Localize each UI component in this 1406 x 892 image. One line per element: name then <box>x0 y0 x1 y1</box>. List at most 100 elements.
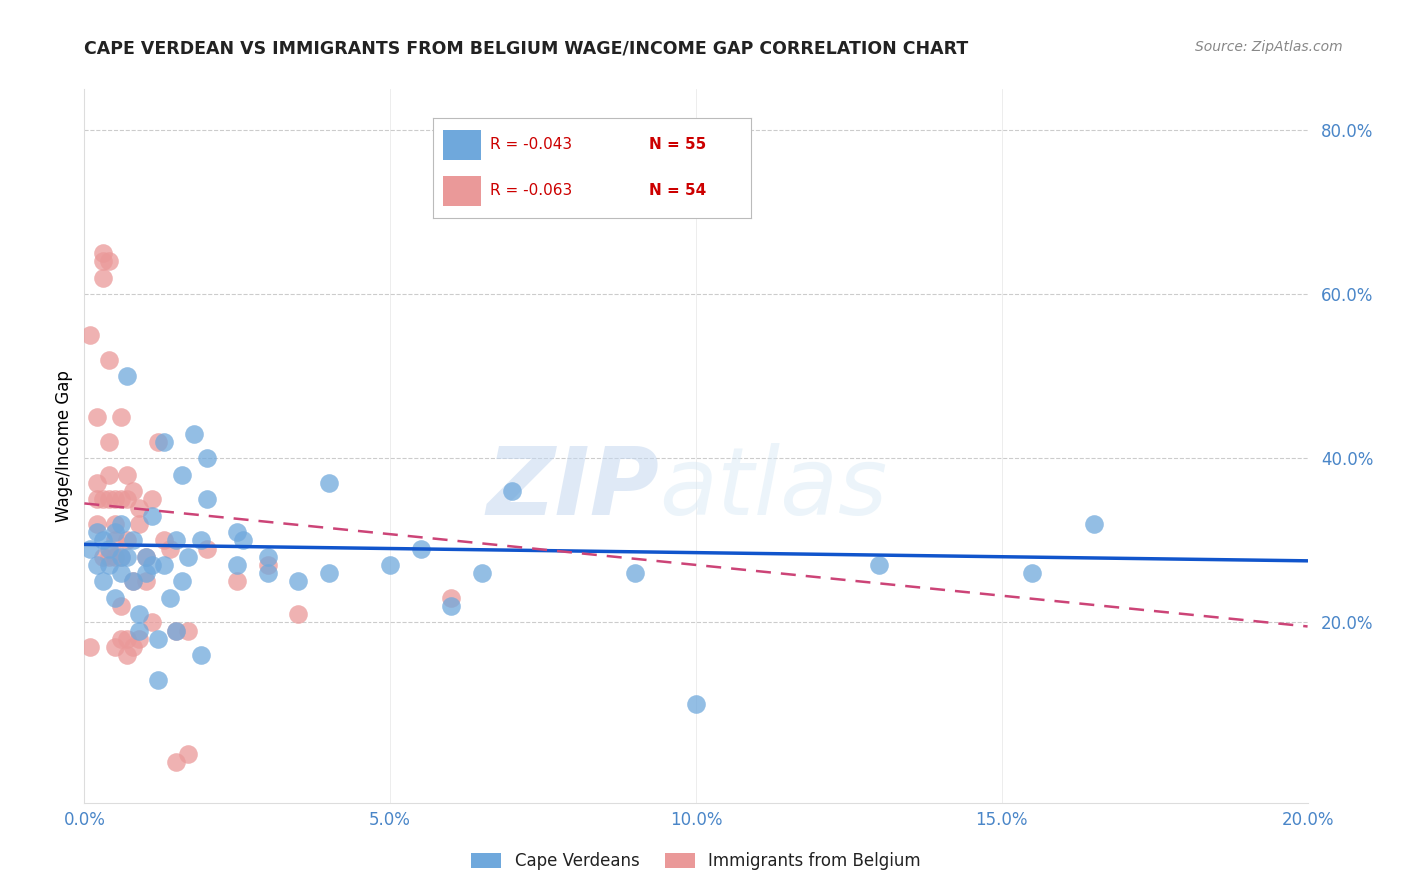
Point <box>97 352 120 367</box>
Point <box>104 640 127 654</box>
Point <box>122 640 145 654</box>
Point <box>104 492 127 507</box>
Point <box>79 640 101 654</box>
Point <box>135 574 157 589</box>
Point <box>318 475 340 490</box>
Point <box>869 558 891 572</box>
Point <box>135 566 157 581</box>
Point <box>86 516 108 531</box>
Point <box>226 574 249 589</box>
Point <box>115 632 138 646</box>
Point <box>177 747 200 761</box>
Point <box>128 624 150 638</box>
Point <box>110 516 132 531</box>
Point <box>153 434 176 449</box>
Point <box>287 574 309 589</box>
Point <box>141 558 163 572</box>
Point <box>104 516 127 531</box>
Point <box>97 541 120 556</box>
Point <box>153 558 176 572</box>
Point <box>146 673 169 687</box>
Point <box>79 541 101 556</box>
Point <box>97 549 120 564</box>
Point <box>685 698 707 712</box>
Point <box>110 492 132 507</box>
Point <box>86 558 108 572</box>
Point <box>115 549 138 564</box>
Point <box>104 533 127 548</box>
Point <box>172 574 194 589</box>
Point <box>624 566 647 581</box>
Point <box>128 516 150 531</box>
Point <box>110 599 132 613</box>
Point <box>409 541 432 556</box>
Point <box>110 566 132 581</box>
Point <box>1083 516 1105 531</box>
Point <box>159 591 181 605</box>
Point <box>110 632 132 646</box>
Point <box>122 484 145 499</box>
Point <box>86 410 108 425</box>
Text: CAPE VERDEAN VS IMMIGRANTS FROM BELGIUM WAGE/INCOME GAP CORRELATION CHART: CAPE VERDEAN VS IMMIGRANTS FROM BELGIUM … <box>84 40 969 58</box>
Point <box>86 492 108 507</box>
Point <box>135 549 157 564</box>
Point <box>122 574 145 589</box>
Point <box>257 558 280 572</box>
Text: Source: ZipAtlas.com: Source: ZipAtlas.com <box>1195 40 1343 54</box>
Point <box>257 549 280 564</box>
Point <box>122 574 145 589</box>
Point <box>141 615 163 630</box>
Point <box>110 549 132 564</box>
Point <box>159 541 181 556</box>
Point <box>135 549 157 564</box>
Point <box>1021 566 1043 581</box>
Point <box>380 558 402 572</box>
Point <box>104 591 127 605</box>
Point <box>91 492 114 507</box>
Point <box>122 533 145 548</box>
Point <box>97 558 120 572</box>
Point <box>97 254 120 268</box>
Point <box>195 451 218 466</box>
Point <box>226 525 249 540</box>
Point <box>128 632 150 646</box>
Point <box>287 607 309 622</box>
Point <box>190 533 212 548</box>
Point <box>141 492 163 507</box>
Point <box>91 574 114 589</box>
Point <box>115 533 138 548</box>
Text: ZIP: ZIP <box>486 442 659 535</box>
Point <box>91 254 114 268</box>
Point <box>97 434 120 449</box>
Point <box>318 566 340 581</box>
Point <box>177 624 200 638</box>
Point <box>440 591 463 605</box>
Point <box>104 549 127 564</box>
Point <box>195 492 218 507</box>
Text: atlas: atlas <box>659 443 887 534</box>
Point <box>97 467 120 482</box>
Point <box>165 624 187 638</box>
Point <box>226 558 249 572</box>
Point <box>471 566 494 581</box>
Point <box>91 246 114 260</box>
Legend: Cape Verdeans, Immigrants from Belgium: Cape Verdeans, Immigrants from Belgium <box>465 846 927 877</box>
Point <box>177 549 200 564</box>
Point <box>97 492 120 507</box>
Point <box>115 648 138 662</box>
Point <box>195 541 218 556</box>
Point <box>146 632 169 646</box>
Point <box>79 328 101 343</box>
Point <box>86 475 108 490</box>
Point <box>104 525 127 540</box>
Point <box>257 566 280 581</box>
Y-axis label: Wage/Income Gap: Wage/Income Gap <box>55 370 73 522</box>
Point <box>165 755 187 769</box>
Point <box>183 426 205 441</box>
Point <box>146 434 169 449</box>
Point <box>232 533 254 548</box>
Point <box>440 599 463 613</box>
Point <box>165 624 187 638</box>
Point <box>91 270 114 285</box>
Point <box>86 525 108 540</box>
